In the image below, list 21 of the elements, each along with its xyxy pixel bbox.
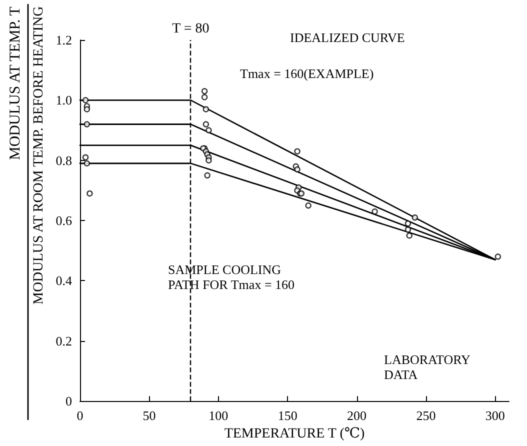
annotation: SAMPLE COOLING PATH FOR Tmax = 160 (168, 262, 295, 292)
y-tick-label: 0.4 (56, 273, 72, 288)
y-tick-label: 0.2 (56, 333, 72, 348)
y-tick-label: 1.0 (56, 92, 72, 108)
text: 0 (66, 394, 72, 409)
y-axis-title: MODULUS AT TEMP. T MODULUS AT ROOM TEMP. BEFORE HEATING (8, 6, 46, 304)
ref-line-label: T = 80 (172, 22, 210, 36)
y-tick-label: 0.8 (56, 152, 72, 168)
x-tick-label: 150 (278, 408, 298, 424)
x-tick-label: 250 (416, 408, 436, 424)
x-tick-label: 50 (142, 408, 156, 424)
y-tick-label: 1.2 (56, 32, 72, 48)
annotation: LABORATORY DATA (384, 352, 472, 382)
x-axis-title: TEMPERATURE T (℃) (224, 426, 366, 442)
annotation: Tmax = 160(EXAMPLE) (240, 66, 374, 81)
x-tick-label: 0 (76, 408, 84, 424)
y-tick-label: 0.6 (56, 213, 72, 228)
x-tick-label: 100 (208, 408, 228, 424)
x-tick-label: 300 (485, 408, 505, 424)
annotation: IDEALIZED CURVE (290, 30, 405, 45)
x-tick-label: 200 (347, 408, 367, 424)
